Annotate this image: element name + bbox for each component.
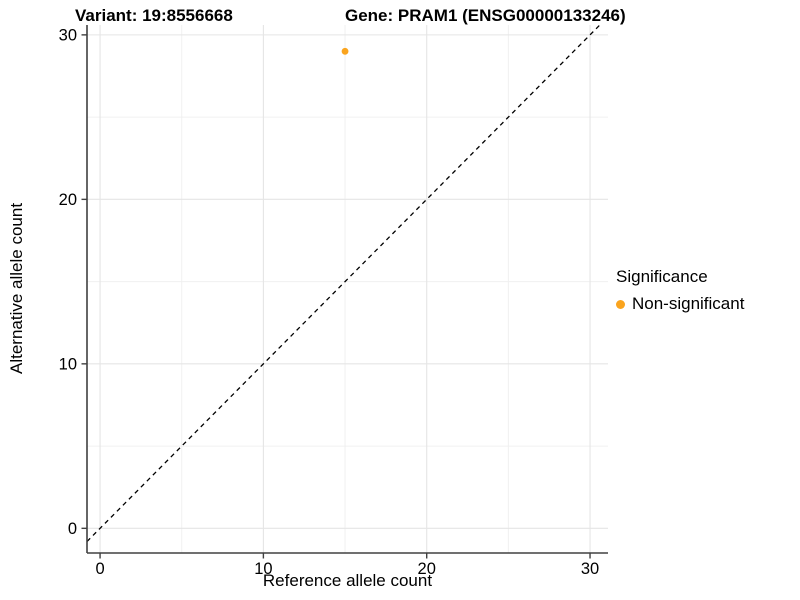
panel-background — [87, 25, 608, 553]
legend-point-icon — [616, 299, 625, 309]
legend-item-label: Non-significant — [632, 294, 745, 313]
plot-title-gene: Gene: PRAM1 (ENSG00000133246) — [345, 6, 626, 25]
y-axis-title: Alternative allele count — [7, 202, 26, 374]
legend: Significance Non-significant — [616, 267, 744, 314]
y-tick-label: 0 — [68, 520, 77, 538]
y-tick-label: 30 — [59, 26, 77, 44]
data-point — [341, 47, 349, 55]
x-axis-title: Reference allele count — [262, 571, 433, 590]
legend-item-non-significant: Non-significant — [616, 294, 744, 314]
x-tick-label: 30 — [581, 560, 599, 578]
legend-title: Significance — [616, 267, 708, 286]
x-tick-label: 20 — [418, 560, 436, 578]
x-tick-label: 10 — [254, 560, 272, 578]
identity-line — [86, 24, 601, 542]
x-tick-label: 0 — [95, 560, 104, 578]
y-tick-label: 10 — [59, 355, 77, 373]
plot-title-variant: Variant: 19:8556668 — [75, 6, 233, 25]
y-tick-label: 20 — [59, 191, 77, 209]
